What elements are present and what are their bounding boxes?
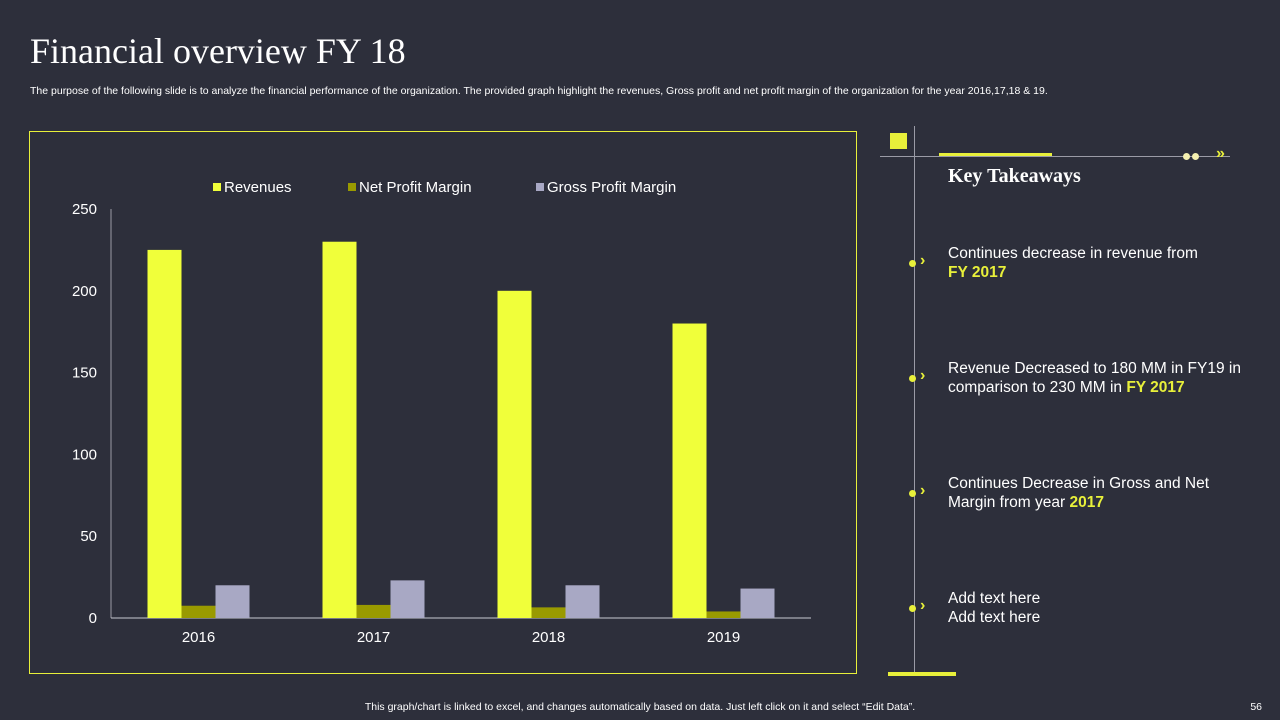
legend-label: Gross Profit Margin [547,179,676,196]
takeaway-text: Continues decrease in revenue from [948,245,1198,262]
dot-icon [1192,153,1199,160]
timeline-horizontal-line [880,156,1230,157]
x-tick-label: 2019 [707,629,740,646]
bar-net-profit-margin [531,607,566,618]
bar-net-profit-margin [356,604,391,618]
y-tick-label: 150 [72,365,97,382]
takeaway-text: Continues Decrease in Gross and Net Marg… [948,475,1210,511]
bar-revenues [322,241,357,618]
legend-swatch [536,183,544,191]
bar-gross-profit-margin [215,585,250,618]
page-subtitle: The purpose of the following slide is to… [30,85,1048,97]
takeaway-item: Continues Decrease in Gross and Net Marg… [948,474,1248,512]
x-tick-label: 2016 [182,629,215,646]
timeline-vertical-line [914,126,915,674]
dot-icon [1183,153,1190,160]
takeaway-highlight: FY 2017 [948,264,1007,281]
bar-net-profit-margin [706,611,741,618]
footer-note: This graph/chart is linked to excel, and… [364,701,916,713]
accent-bar-bottom [888,672,956,676]
page-number: 56 [1250,701,1262,713]
y-tick-label: 200 [72,283,97,300]
takeaway-item: Revenue Decreased to 180 MM in FY19 in c… [948,359,1248,397]
takeaways-title: Key Takeaways [948,165,1081,187]
bar-gross-profit-margin [390,580,425,618]
legend-swatch [348,183,356,191]
bar-revenues [497,290,532,618]
double-chevron-icon: » [1216,145,1225,162]
legend-label: Net Profit Margin [359,179,472,196]
bar-gross-profit-margin [740,588,775,618]
accent-bar [939,153,1052,156]
takeaway-highlight: FY 2017 [1126,379,1185,396]
takeaway-highlight: 2017 [1069,494,1104,511]
y-tick-label: 0 [89,610,97,627]
bar-chart: 0 50 100 150 200 250 2016 2017 2018 2019 Revenues N… [72,179,811,646]
y-tick-label: 50 [80,528,97,545]
bar-net-profit-margin [181,605,216,618]
bar-revenues [147,249,182,618]
takeaway-text: Revenue Decreased to 180 MM in FY19 in c… [948,360,1241,396]
bar-revenues [672,323,707,618]
accent-square [890,133,907,149]
y-tick-label: 250 [72,201,97,218]
chart-container[interactable]: 0 50 100 150 200 250 2016 2017 2018 2019 Revenues N… [29,131,857,674]
takeaway-item: Add text here Add text here [948,589,1058,627]
takeaway-text: Add text here Add text here [948,590,1041,626]
x-tick-label: 2018 [532,629,565,646]
legend-label: Revenues [224,179,292,196]
bar-gross-profit-margin [565,585,600,618]
page-title: Financial overview FY 18 [30,31,406,71]
legend-swatch [213,183,221,191]
x-tick-label: 2017 [357,629,390,646]
y-tick-label: 100 [72,446,97,463]
takeaway-item: Continues decrease in revenue from FY 20… [948,244,1218,282]
